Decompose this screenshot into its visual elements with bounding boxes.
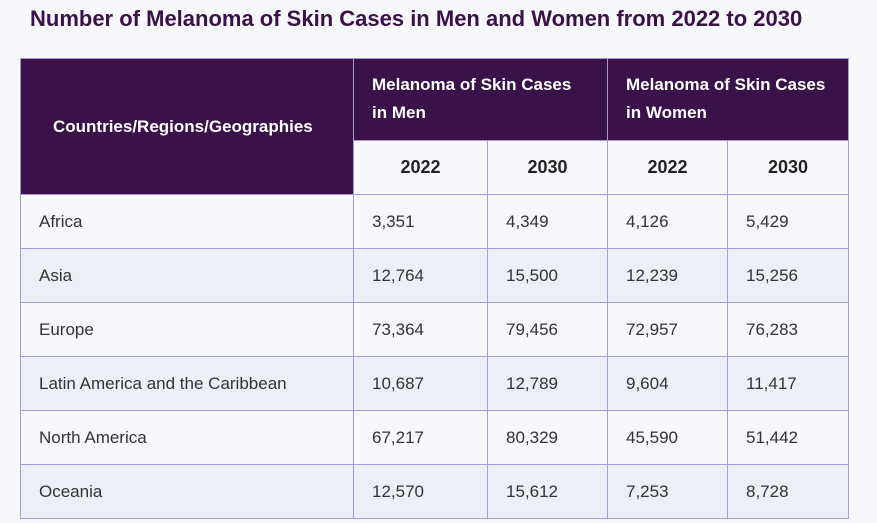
women-2030-cell: 15,256 [726, 248, 850, 303]
year-header-women-2022: 2022 [607, 140, 728, 195]
year-header-men-2022: 2022 [353, 140, 488, 195]
region-cell: Africa [20, 194, 354, 249]
men-2022-cell: 12,764 [353, 248, 488, 303]
men-2022-cell: 12,570 [353, 464, 488, 519]
men-2022-cell: 3,351 [353, 194, 488, 249]
table-year-row: 2022 2030 2022 2030 [21, 140, 850, 195]
melanoma-cases-table: Countries/Regions/Geographies Melanoma o… [20, 58, 850, 519]
table-row: Europe 73,364 79,456 72,957 76,283 [20, 302, 850, 357]
women-2030-cell: 5,429 [726, 194, 850, 249]
men-2030-cell: 80,329 [487, 410, 608, 465]
men-2030-cell: 4,349 [487, 194, 608, 249]
table-row: Africa 3,351 4,349 4,126 5,429 [20, 194, 850, 249]
men-2022-cell: 10,687 [353, 356, 488, 411]
region-cell: Asia [20, 248, 354, 303]
region-cell: Oceania [20, 464, 354, 519]
women-2030-cell: 8,728 [726, 464, 850, 519]
region-cell: North America [20, 410, 354, 465]
region-cell: Latin America and the Caribbean [20, 356, 354, 411]
year-header-men-2030: 2030 [487, 140, 608, 195]
women-2030-cell: 76,283 [726, 302, 850, 357]
page-title: Number of Melanoma of Skin Cases in Men … [30, 6, 803, 31]
men-2030-cell: 15,500 [487, 248, 608, 303]
men-2030-cell: 15,612 [487, 464, 608, 519]
men-2030-cell: 79,456 [487, 302, 608, 357]
women-2022-cell: 45,590 [607, 410, 728, 465]
women-2022-cell: 7,253 [607, 464, 728, 519]
women-2030-cell: 11,417 [726, 356, 850, 411]
table-row: Latin America and the Caribbean 10,687 1… [20, 356, 850, 411]
table-header-row: Countries/Regions/Geographies Melanoma o… [20, 58, 850, 195]
women-2022-cell: 4,126 [607, 194, 728, 249]
women-2022-cell: 72,957 [607, 302, 728, 357]
table-row: Oceania 12,570 15,612 7,253 8,728 [20, 464, 850, 519]
men-2030-cell: 12,789 [487, 356, 608, 411]
women-group-header: Melanoma of Skin Cases in Women [606, 58, 850, 141]
men-group-header: Melanoma of Skin Cases in Men [353, 58, 608, 141]
women-2022-cell: 12,239 [607, 248, 728, 303]
table-row: North America 67,217 80,329 45,590 51,44… [20, 410, 850, 465]
region-cell: Europe [20, 302, 354, 357]
year-header-women-2030: 2030 [726, 140, 850, 195]
men-2022-cell: 67,217 [353, 410, 488, 465]
men-2022-cell: 73,364 [353, 302, 488, 357]
region-column-header: Countries/Regions/Geographies [20, 58, 354, 195]
women-2022-cell: 9,604 [607, 356, 728, 411]
table-row: Asia 12,764 15,500 12,239 15,256 [20, 248, 850, 303]
women-2030-cell: 51,442 [726, 410, 850, 465]
